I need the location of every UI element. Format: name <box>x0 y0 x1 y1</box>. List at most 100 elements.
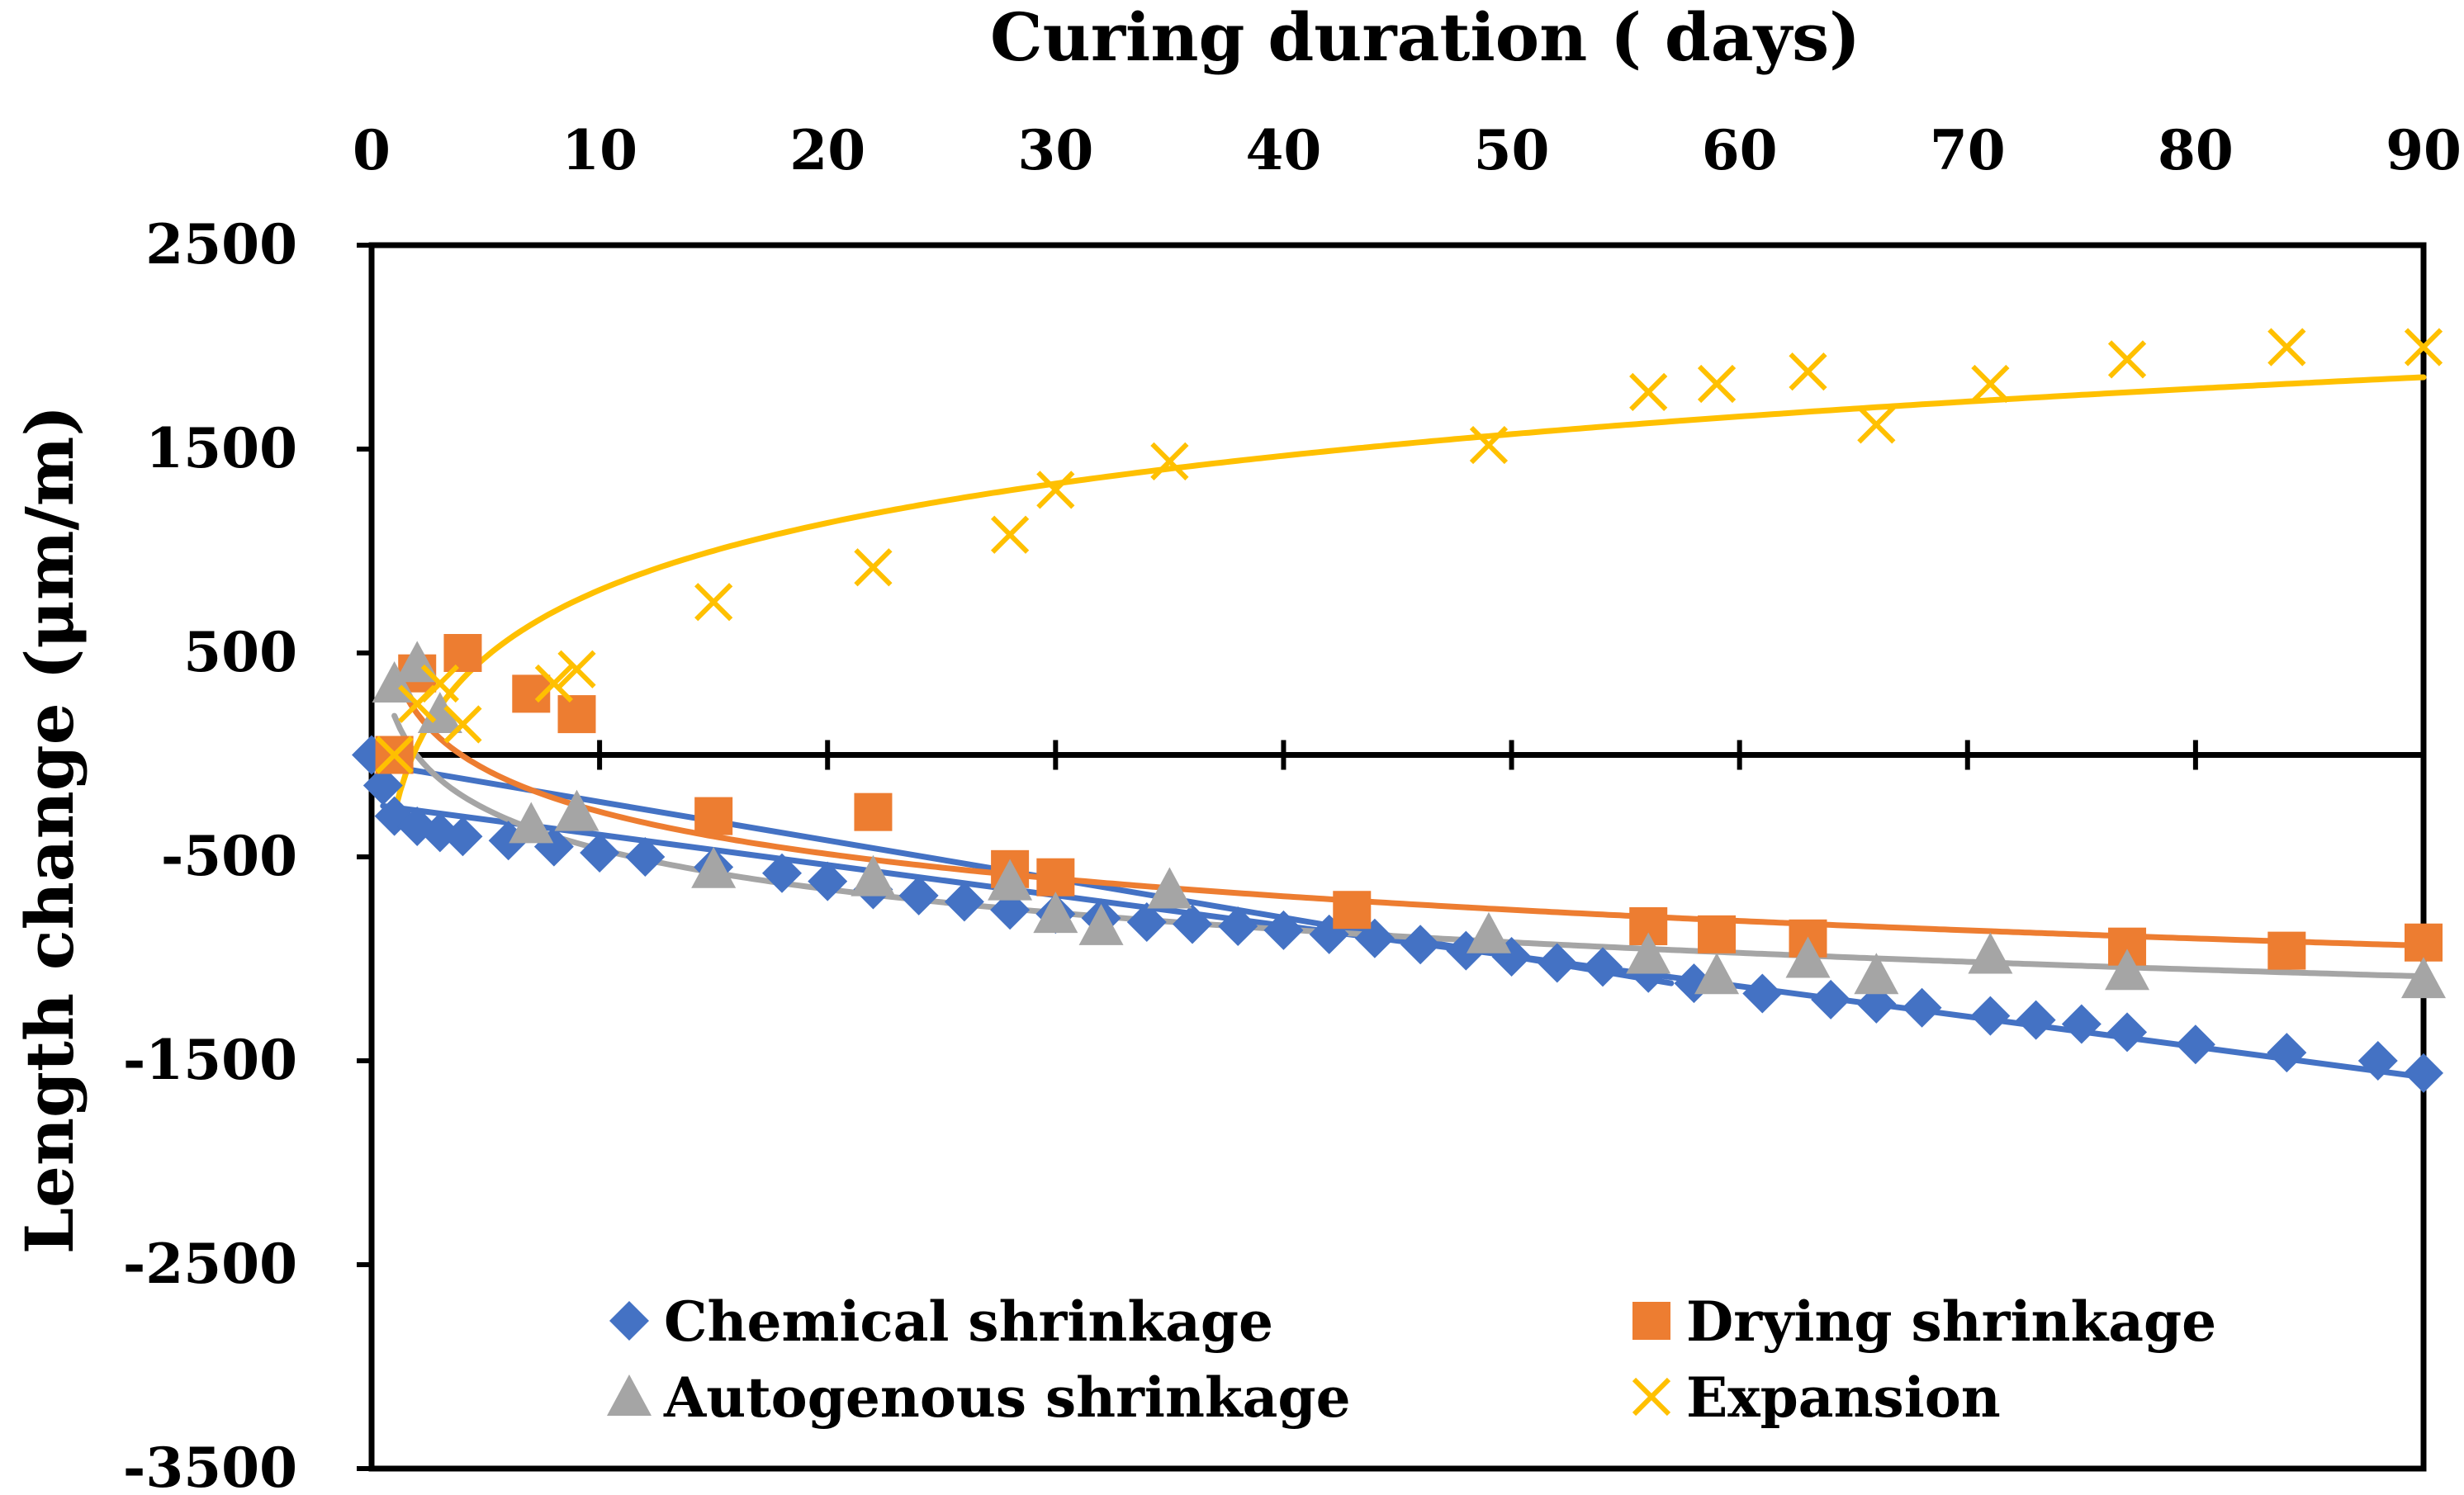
chemical-shrinkage-point <box>2357 1041 2398 1081</box>
chemical-shrinkage-point <box>1742 973 1783 1014</box>
chemical-shrinkage-point <box>2016 1000 2056 1040</box>
chemical-shrinkage-point <box>443 816 483 857</box>
expansion-point <box>2404 328 2443 367</box>
autogenous-shrinkage-point <box>509 802 554 844</box>
plot-frame <box>368 242 2427 1472</box>
autogenous-shrinkage-point <box>851 854 896 897</box>
drying-shrinkage-point <box>557 695 596 734</box>
autogenous-shrinkage-point <box>1078 903 1124 945</box>
expansion-point <box>2267 328 2306 367</box>
chemical-shrinkage-point <box>362 765 403 806</box>
autogenous-shrinkage-point <box>1033 892 1078 934</box>
autogenous-shrinkage-point <box>1466 911 1511 953</box>
drying-shrinkage-point <box>2267 931 2306 970</box>
legend: Chemical shrinkage Drying shrinkage Autoge… <box>607 1289 2216 1430</box>
autogenous-shrinkage-point <box>417 692 462 734</box>
x-axis-title: Curing duration ( days) <box>990 0 1860 76</box>
autogenous-shrinkage-point <box>554 789 599 831</box>
expansion-point <box>694 583 733 622</box>
chemical-shrinkage-point <box>762 853 802 893</box>
chemical-shrinkage-point <box>625 837 666 877</box>
x-tick-label: 40 <box>1246 118 1322 182</box>
y-tick-label: 500 <box>183 620 297 684</box>
x-tick-label: 90 <box>2386 118 2462 182</box>
chemical-shrinkage-point <box>898 875 939 915</box>
legend-label-chemical-shrinkage: Chemical shrinkage <box>664 1289 1273 1354</box>
chemical-shrinkage-point <box>2267 1033 2307 1073</box>
expansion-point <box>1629 372 1668 411</box>
x-tick-label: 80 <box>2158 118 2234 182</box>
y-tick-label: 2500 <box>145 212 297 277</box>
y-axis-ticks: 2500 1500 500 -500 -1500 -2500 -3500 <box>123 212 372 1495</box>
x-axis-ticks: 0 10 20 30 40 50 60 70 80 90 <box>353 118 2462 770</box>
autogenous-shrinkage-point <box>2105 949 2150 991</box>
legend-label-expansion: Expansion <box>1686 1365 2001 1430</box>
chemical-shrinkage-point <box>1583 947 1623 987</box>
x-tick-label: 0 <box>353 118 391 182</box>
chemical-shrinkage-point <box>808 861 848 901</box>
chemical-shrinkage-point <box>580 833 620 873</box>
expansion-point <box>1150 442 1189 480</box>
autogenous-shrinkage-point <box>1854 953 1899 995</box>
drying-shrinkage-point <box>2405 923 2443 962</box>
autogenous-shrinkage-point <box>1626 932 1671 974</box>
autogenous-shrinkage-point <box>1968 932 2013 974</box>
chemical-shrinkage-point <box>2175 1024 2215 1065</box>
y-tick-label: -3500 <box>123 1436 297 1495</box>
y-tick-label: -2500 <box>123 1232 297 1296</box>
x-tick-label: 20 <box>789 118 865 182</box>
x-tick-label: 30 <box>1017 118 1093 182</box>
expansion-point <box>990 515 1030 554</box>
autogenous-shrinkage-point <box>2401 957 2446 999</box>
drying-shrinkage-point <box>443 634 482 672</box>
expansion-point <box>1971 364 2010 404</box>
expansion-point <box>420 664 459 703</box>
legend-marker-expansion <box>1632 1377 1671 1417</box>
autogenous-shrinkage-point <box>691 846 737 888</box>
legend-label-autogenous-shrinkage: Autogenous shrinkage <box>663 1365 1351 1430</box>
expansion-point <box>557 650 596 688</box>
expansion-point <box>1469 425 1509 465</box>
y-tick-label: 1500 <box>145 416 297 480</box>
expansion-point <box>1789 352 1827 391</box>
expansion-point <box>854 548 893 587</box>
y-tick-label: -500 <box>161 824 297 888</box>
expansion-point <box>1857 405 1896 444</box>
expansion-point <box>375 736 414 774</box>
y-tick-label: -1500 <box>123 1028 297 1092</box>
y-axis-title: Length change (μm/m) <box>11 405 88 1255</box>
expansion-point <box>534 664 574 703</box>
drying-shrinkage-point <box>694 797 733 835</box>
x-tick-label: 60 <box>1702 118 1778 182</box>
chemical-shrinkage-point <box>1173 904 1212 944</box>
chemical-shrinkage-point <box>2061 1004 2102 1044</box>
plot-border <box>368 242 2427 1472</box>
expansion-point <box>2107 340 2147 379</box>
chemical-shrinkage-point <box>2404 1053 2443 1093</box>
autogenous-shrinkage-point <box>988 859 1033 901</box>
expansion-point <box>443 705 482 744</box>
x-tick-label: 50 <box>1474 118 1550 182</box>
chemical-shrinkage-point <box>944 882 984 922</box>
legend-marker-autogenous-shrinkage <box>607 1374 652 1416</box>
expansion-point <box>1697 364 1737 404</box>
drying-shrinkage-point <box>1698 915 1737 953</box>
chemical-shrinkage-point <box>1970 996 2011 1036</box>
autogenous-shrinkage-point <box>1147 867 1192 909</box>
autogenous-shrinkage-point <box>1694 953 1740 995</box>
autogenous-shrinkage-point <box>1785 936 1831 978</box>
drying-shrinkage-point <box>854 792 893 831</box>
chemical-shrinkage-point <box>1126 902 1167 943</box>
chemical-shrinkage-point <box>1400 925 1441 965</box>
expansion-point <box>1036 471 1075 509</box>
chemical-shrinkage-point <box>1218 906 1258 946</box>
chemical-shrinkage-point <box>2107 1012 2148 1053</box>
x-tick-label: 70 <box>1930 118 2006 182</box>
data-markers <box>352 328 2446 1093</box>
legend-marker-drying-shrinkage <box>1632 1302 1670 1340</box>
trendline-drying-shrinkage <box>391 668 2427 949</box>
legend-marker-chemical-shrinkage <box>609 1301 649 1341</box>
drying-shrinkage-point <box>1333 891 1372 930</box>
chemical-shrinkage-point <box>1811 979 1851 1020</box>
